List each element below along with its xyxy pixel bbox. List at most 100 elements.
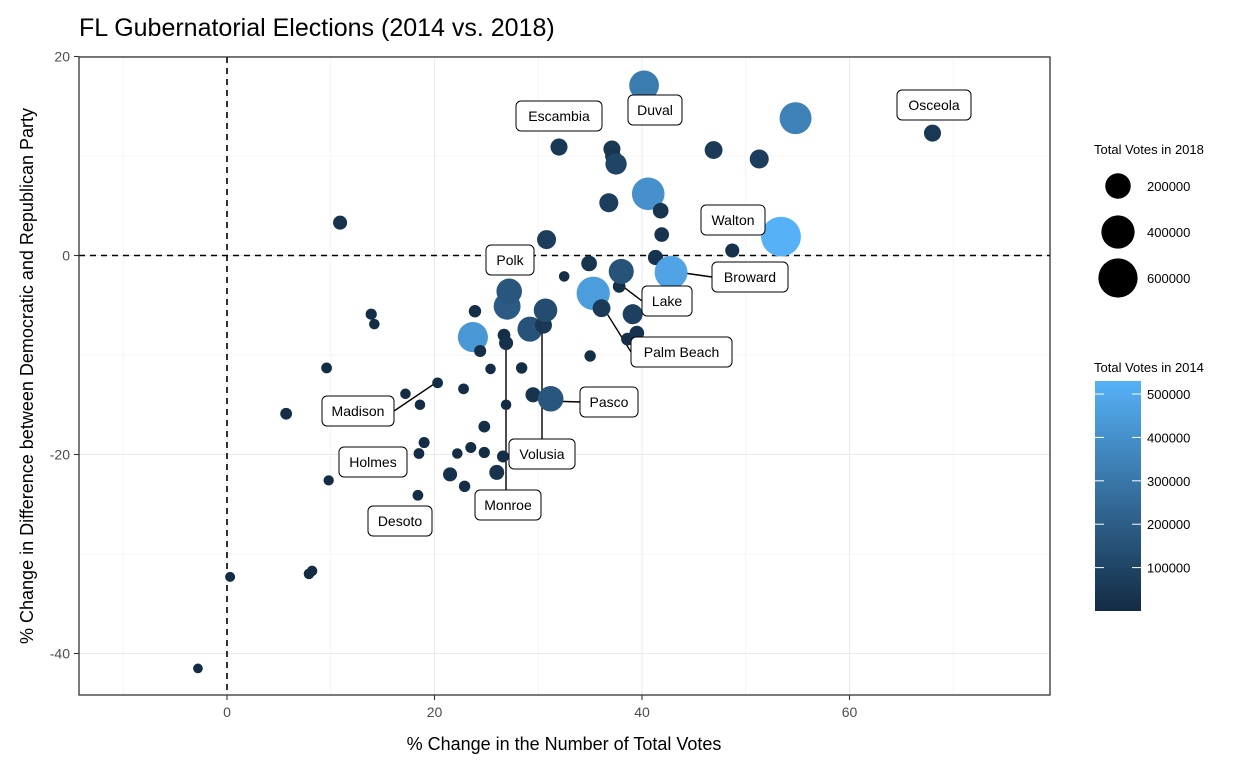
county-label: Walton bbox=[711, 212, 754, 228]
data-point bbox=[605, 153, 627, 175]
color-legend-title: Total Votes in 2014 bbox=[1094, 360, 1204, 375]
data-point bbox=[457, 322, 488, 353]
county-label: Palm Beach bbox=[644, 344, 719, 360]
county-label: Holmes bbox=[349, 454, 396, 470]
county-label: Pasco bbox=[590, 394, 629, 410]
size-legend-title: Total Votes in 2018 bbox=[1094, 142, 1204, 157]
x-tick-label: 40 bbox=[634, 704, 650, 720]
data-point bbox=[323, 475, 334, 486]
x-tick-label: 0 bbox=[223, 704, 231, 720]
data-point bbox=[400, 388, 411, 400]
label-box bbox=[711, 261, 789, 293]
data-point bbox=[413, 448, 425, 459]
data-point bbox=[629, 70, 659, 101]
color-legend-label: 300000 bbox=[1147, 474, 1190, 489]
data-point bbox=[321, 362, 332, 374]
x-tick-label: 20 bbox=[427, 704, 443, 720]
data-point bbox=[452, 448, 463, 459]
data-point bbox=[468, 305, 482, 318]
label-box bbox=[338, 446, 408, 478]
y-tick-label: -40 bbox=[50, 646, 70, 662]
data-point bbox=[515, 362, 528, 374]
label-box bbox=[641, 285, 693, 317]
data-point bbox=[654, 255, 688, 289]
color-legend-label: 100000 bbox=[1147, 561, 1190, 576]
data-point bbox=[496, 278, 522, 305]
data-point bbox=[581, 255, 597, 272]
x-tick-label: 60 bbox=[842, 704, 858, 720]
label-box bbox=[630, 336, 733, 368]
county-label: Polk bbox=[496, 252, 524, 268]
size-legend: Total Votes in 2018 200000 400000 600000 bbox=[1094, 142, 1204, 298]
chart-title: FL Gubernatorial Elections (2014 vs. 201… bbox=[79, 14, 555, 42]
size-legend-key bbox=[1101, 215, 1135, 249]
label-box bbox=[627, 94, 683, 126]
size-legend-key bbox=[1098, 258, 1138, 298]
label-box bbox=[579, 386, 639, 418]
county-label: Madison bbox=[332, 403, 385, 419]
size-legend-label: 400000 bbox=[1147, 225, 1190, 240]
data-point bbox=[225, 571, 236, 582]
label-box bbox=[508, 438, 576, 470]
label-box bbox=[700, 204, 766, 236]
data-point bbox=[608, 258, 634, 284]
y-axis-ticks: -40 -20 0 20 bbox=[50, 49, 79, 662]
data-point bbox=[500, 399, 512, 411]
data-point bbox=[537, 386, 564, 412]
data-point bbox=[923, 124, 942, 142]
county-labels: Osceola Duval Escambia Walton Polk Broward Lak… bbox=[321, 89, 972, 537]
data-point bbox=[432, 377, 444, 389]
y-tick-label: 0 bbox=[62, 248, 70, 264]
x-axis-ticks: 0 20 40 60 bbox=[223, 695, 857, 720]
y-tick-label: -20 bbox=[50, 447, 70, 463]
data-point bbox=[489, 464, 505, 480]
label-connector bbox=[393, 379, 441, 412]
data-point bbox=[193, 663, 203, 674]
y-axis-title: % Change in Difference between Democrati… bbox=[17, 108, 37, 644]
data-point bbox=[418, 437, 430, 449]
data-point bbox=[497, 450, 509, 463]
data-point bbox=[558, 271, 570, 282]
label-box bbox=[515, 100, 603, 132]
color-legend-label: 500000 bbox=[1147, 387, 1190, 402]
data-point bbox=[622, 304, 643, 325]
x-axis-title: % Change in the Number of Total Votes bbox=[407, 734, 722, 754]
county-label: Osceola bbox=[908, 97, 960, 113]
data-point bbox=[414, 399, 426, 411]
size-legend-label: 200000 bbox=[1147, 179, 1190, 194]
color-legend-label: 400000 bbox=[1147, 430, 1190, 445]
county-label: Desoto bbox=[378, 513, 423, 529]
data-point bbox=[280, 407, 293, 420]
data-point bbox=[465, 442, 477, 454]
label-box bbox=[896, 89, 972, 121]
y-tick-label: 20 bbox=[54, 49, 70, 65]
county-label: Escambia bbox=[528, 108, 590, 124]
data-point bbox=[652, 202, 669, 219]
data-point bbox=[478, 446, 490, 459]
county-label: Lake bbox=[652, 293, 683, 309]
color-legend: Total Votes in 2014 100000 200000 300000 40… bbox=[1094, 360, 1204, 611]
label-box bbox=[367, 505, 433, 537]
data-point bbox=[749, 149, 769, 169]
color-legend-bar bbox=[1095, 381, 1141, 611]
data-point bbox=[443, 467, 458, 482]
data-point bbox=[474, 344, 487, 358]
size-legend-key bbox=[1105, 173, 1131, 199]
data-point bbox=[499, 336, 514, 351]
data-point bbox=[369, 318, 380, 330]
data-point bbox=[654, 227, 670, 242]
data-point bbox=[599, 193, 619, 213]
county-label: Monroe bbox=[484, 497, 532, 513]
data-point bbox=[592, 299, 611, 318]
data-point bbox=[631, 177, 665, 211]
data-point bbox=[478, 420, 491, 433]
county-label: Volusia bbox=[519, 446, 564, 462]
data-point bbox=[761, 216, 801, 257]
data-point bbox=[365, 308, 377, 320]
data-point bbox=[485, 363, 496, 375]
data-point bbox=[584, 350, 596, 362]
data-point bbox=[333, 215, 348, 230]
